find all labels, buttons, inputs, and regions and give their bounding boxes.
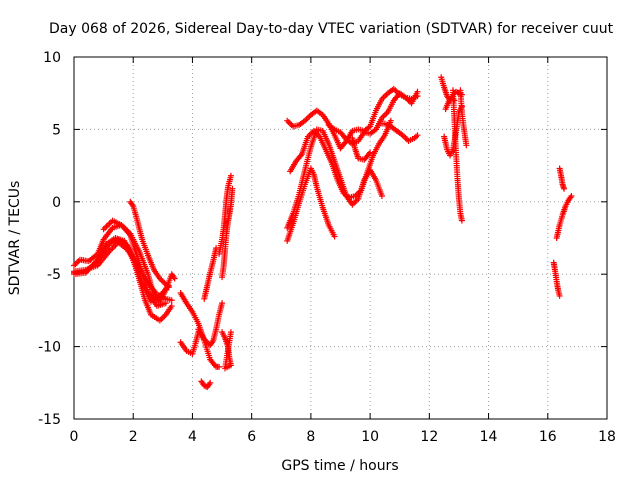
series-trace-13 — [198, 378, 214, 391]
data-point — [72, 261, 79, 268]
x-tick-label: 12 — [420, 429, 438, 445]
series-trace-06 — [127, 198, 172, 291]
data-point — [100, 226, 107, 233]
data-point — [458, 217, 465, 224]
data-point — [75, 258, 82, 265]
x-tick-label: 18 — [598, 429, 616, 445]
data-point — [304, 114, 311, 121]
data-point — [463, 142, 470, 149]
y-tick-label: 5 — [52, 122, 61, 138]
data-point — [102, 224, 109, 231]
x-tick-label: 2 — [129, 429, 138, 445]
series-trace-20 — [337, 85, 421, 152]
series-trace-28 — [550, 259, 563, 299]
data-point — [109, 245, 116, 252]
series-trace-18 — [287, 117, 394, 201]
data-point — [561, 185, 568, 192]
data-point — [171, 275, 178, 282]
data-point — [378, 193, 385, 200]
data-point — [207, 379, 214, 386]
data-point — [414, 132, 421, 139]
data-point — [216, 363, 223, 370]
series-trace-29 — [553, 193, 575, 241]
data-point — [414, 93, 421, 100]
data-point — [285, 119, 292, 126]
data-point — [165, 284, 172, 291]
data-point — [392, 87, 399, 94]
x-tick-label: 16 — [539, 429, 557, 445]
data-point — [105, 221, 112, 228]
data-point — [284, 117, 291, 124]
series-trace-17 — [284, 165, 338, 244]
series-trace-30 — [556, 165, 568, 192]
series-trace-08 — [177, 329, 202, 357]
data-point — [71, 262, 77, 269]
series-trace-26 — [457, 87, 470, 149]
x-tick-label: 4 — [188, 429, 197, 445]
series-trace-12 — [219, 185, 236, 281]
axis-ticks: 0 2 4 6 8 10 12 14 16 18 -15 -10 -5 0 5 10 — [38, 50, 616, 445]
y-axis-label: SDTVAR / TECUs — [7, 181, 23, 296]
gridlines — [74, 57, 607, 419]
data-point — [568, 193, 575, 200]
data-point — [307, 130, 314, 137]
series-trace-27 — [442, 94, 458, 113]
y-tick-label: 0 — [52, 195, 61, 211]
data-point — [162, 300, 169, 307]
data-point — [168, 303, 175, 310]
data-point — [556, 292, 563, 299]
data-point — [159, 278, 166, 285]
x-tick-label: 6 — [247, 429, 256, 445]
chart-title: Day 068 of 2026, Sidereal Day-to-day VTE… — [49, 21, 614, 37]
series-trace-15 — [284, 107, 344, 152]
data-point — [387, 117, 394, 124]
y-tick-label: 10 — [43, 50, 61, 66]
x-tick-label: 14 — [480, 429, 498, 445]
x-tick-label: 10 — [361, 429, 379, 445]
series-trace-22 — [349, 135, 374, 163]
plot-frame — [73, 56, 608, 420]
data-point — [381, 111, 388, 118]
data-point — [168, 297, 175, 304]
data-point — [288, 122, 295, 129]
data-point — [381, 93, 388, 100]
x-tick-label: 0 — [70, 429, 79, 445]
data-point — [352, 198, 359, 205]
series-trace-03 — [71, 221, 169, 310]
data-point — [219, 300, 226, 307]
data-point — [158, 316, 165, 323]
x-axis-label: GPS time / hours — [281, 458, 398, 474]
y-tick-label: -5 — [47, 267, 61, 283]
series-trace-14 — [219, 329, 234, 372]
data-point — [331, 233, 338, 240]
data-point — [229, 185, 236, 192]
data-point — [103, 223, 110, 230]
y-tick-label: -15 — [38, 412, 61, 428]
data-point — [451, 97, 458, 104]
x-tick-label: 8 — [306, 429, 315, 445]
series-trace-11 — [216, 172, 234, 257]
series-trace-25 — [450, 87, 465, 224]
series-trace-04 — [71, 236, 175, 324]
data-point — [367, 149, 374, 156]
data-point — [161, 279, 168, 286]
data-points — [71, 74, 575, 391]
series-trace-21 — [375, 120, 421, 144]
data-point — [227, 172, 234, 179]
data-point — [227, 329, 234, 336]
series-trace-09 — [195, 300, 226, 349]
y-tick-label: -10 — [38, 340, 61, 356]
